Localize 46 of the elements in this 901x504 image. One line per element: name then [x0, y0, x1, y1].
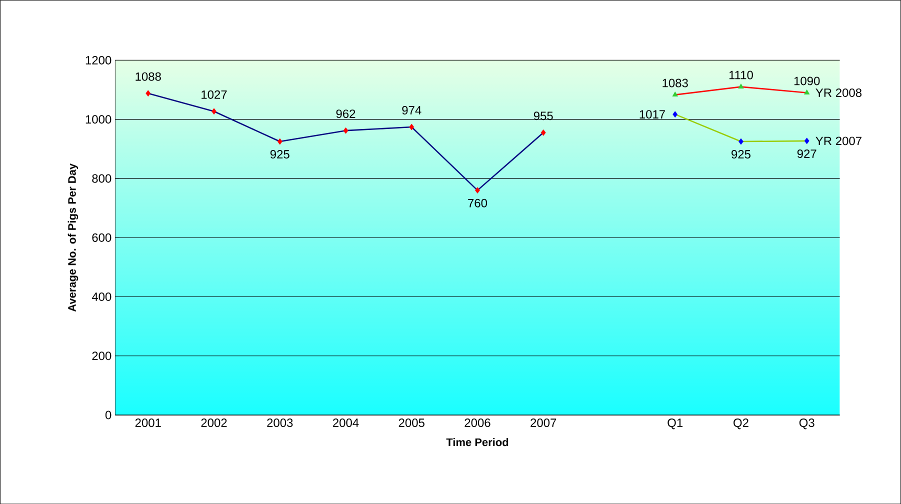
data-label: 925: [270, 150, 290, 158]
data-label: 1027: [202, 90, 227, 99]
data-label: 1083: [662, 78, 688, 88]
point: [738, 138, 744, 145]
y-tick-label: 1000: [86, 115, 112, 124]
x-tick-label: 2004: [333, 418, 359, 427]
x-tick-label: 2002: [201, 418, 227, 427]
x-tick-label: 2007: [530, 418, 556, 427]
data-label: 974: [402, 106, 422, 114]
point: [804, 89, 810, 94]
x-tick-label: 2006: [464, 418, 490, 427]
data-label: 1090: [794, 76, 820, 86]
data-label: 1017: [640, 110, 665, 118]
point: [277, 138, 282, 145]
y-tick-label: 0: [105, 410, 112, 420]
point: [146, 90, 151, 96]
point: [540, 129, 546, 136]
data-label: 760: [468, 198, 488, 208]
point: [343, 127, 348, 134]
x-tick-label: 2005: [398, 418, 424, 427]
point: [475, 187, 480, 194]
x-tick-label: Q3: [799, 418, 814, 430]
data-label: 1088: [136, 72, 161, 81]
data-label: 962: [336, 109, 356, 118]
y-axis-title: Average No. of Pigs Per Day: [68, 163, 78, 312]
x-tick-label: 2003: [267, 418, 293, 427]
y-tick-label: 1200: [86, 56, 112, 64]
point: [212, 108, 216, 114]
point: [409, 124, 414, 130]
point: [738, 84, 744, 88]
point: [804, 138, 810, 144]
point: [672, 111, 678, 118]
y-tick-label: 800: [92, 174, 112, 183]
y-tick-label: 600: [92, 233, 112, 242]
y-tick-label: 200: [92, 352, 112, 360]
data-label: 925: [732, 150, 750, 158]
x-tick-label: Q1: [668, 418, 683, 430]
y-tick-label: 400: [92, 292, 112, 301]
x-axis-title: Time Period: [446, 438, 508, 446]
data-label: 1110: [729, 70, 753, 80]
series-label: YR 2007: [816, 136, 862, 146]
data-label: 927: [797, 149, 816, 158]
x-tick-label: Q2: [734, 418, 748, 430]
series-label: YR 2008: [816, 88, 862, 97]
point: [672, 92, 678, 96]
x-tick-label: 2001: [135, 418, 161, 427]
